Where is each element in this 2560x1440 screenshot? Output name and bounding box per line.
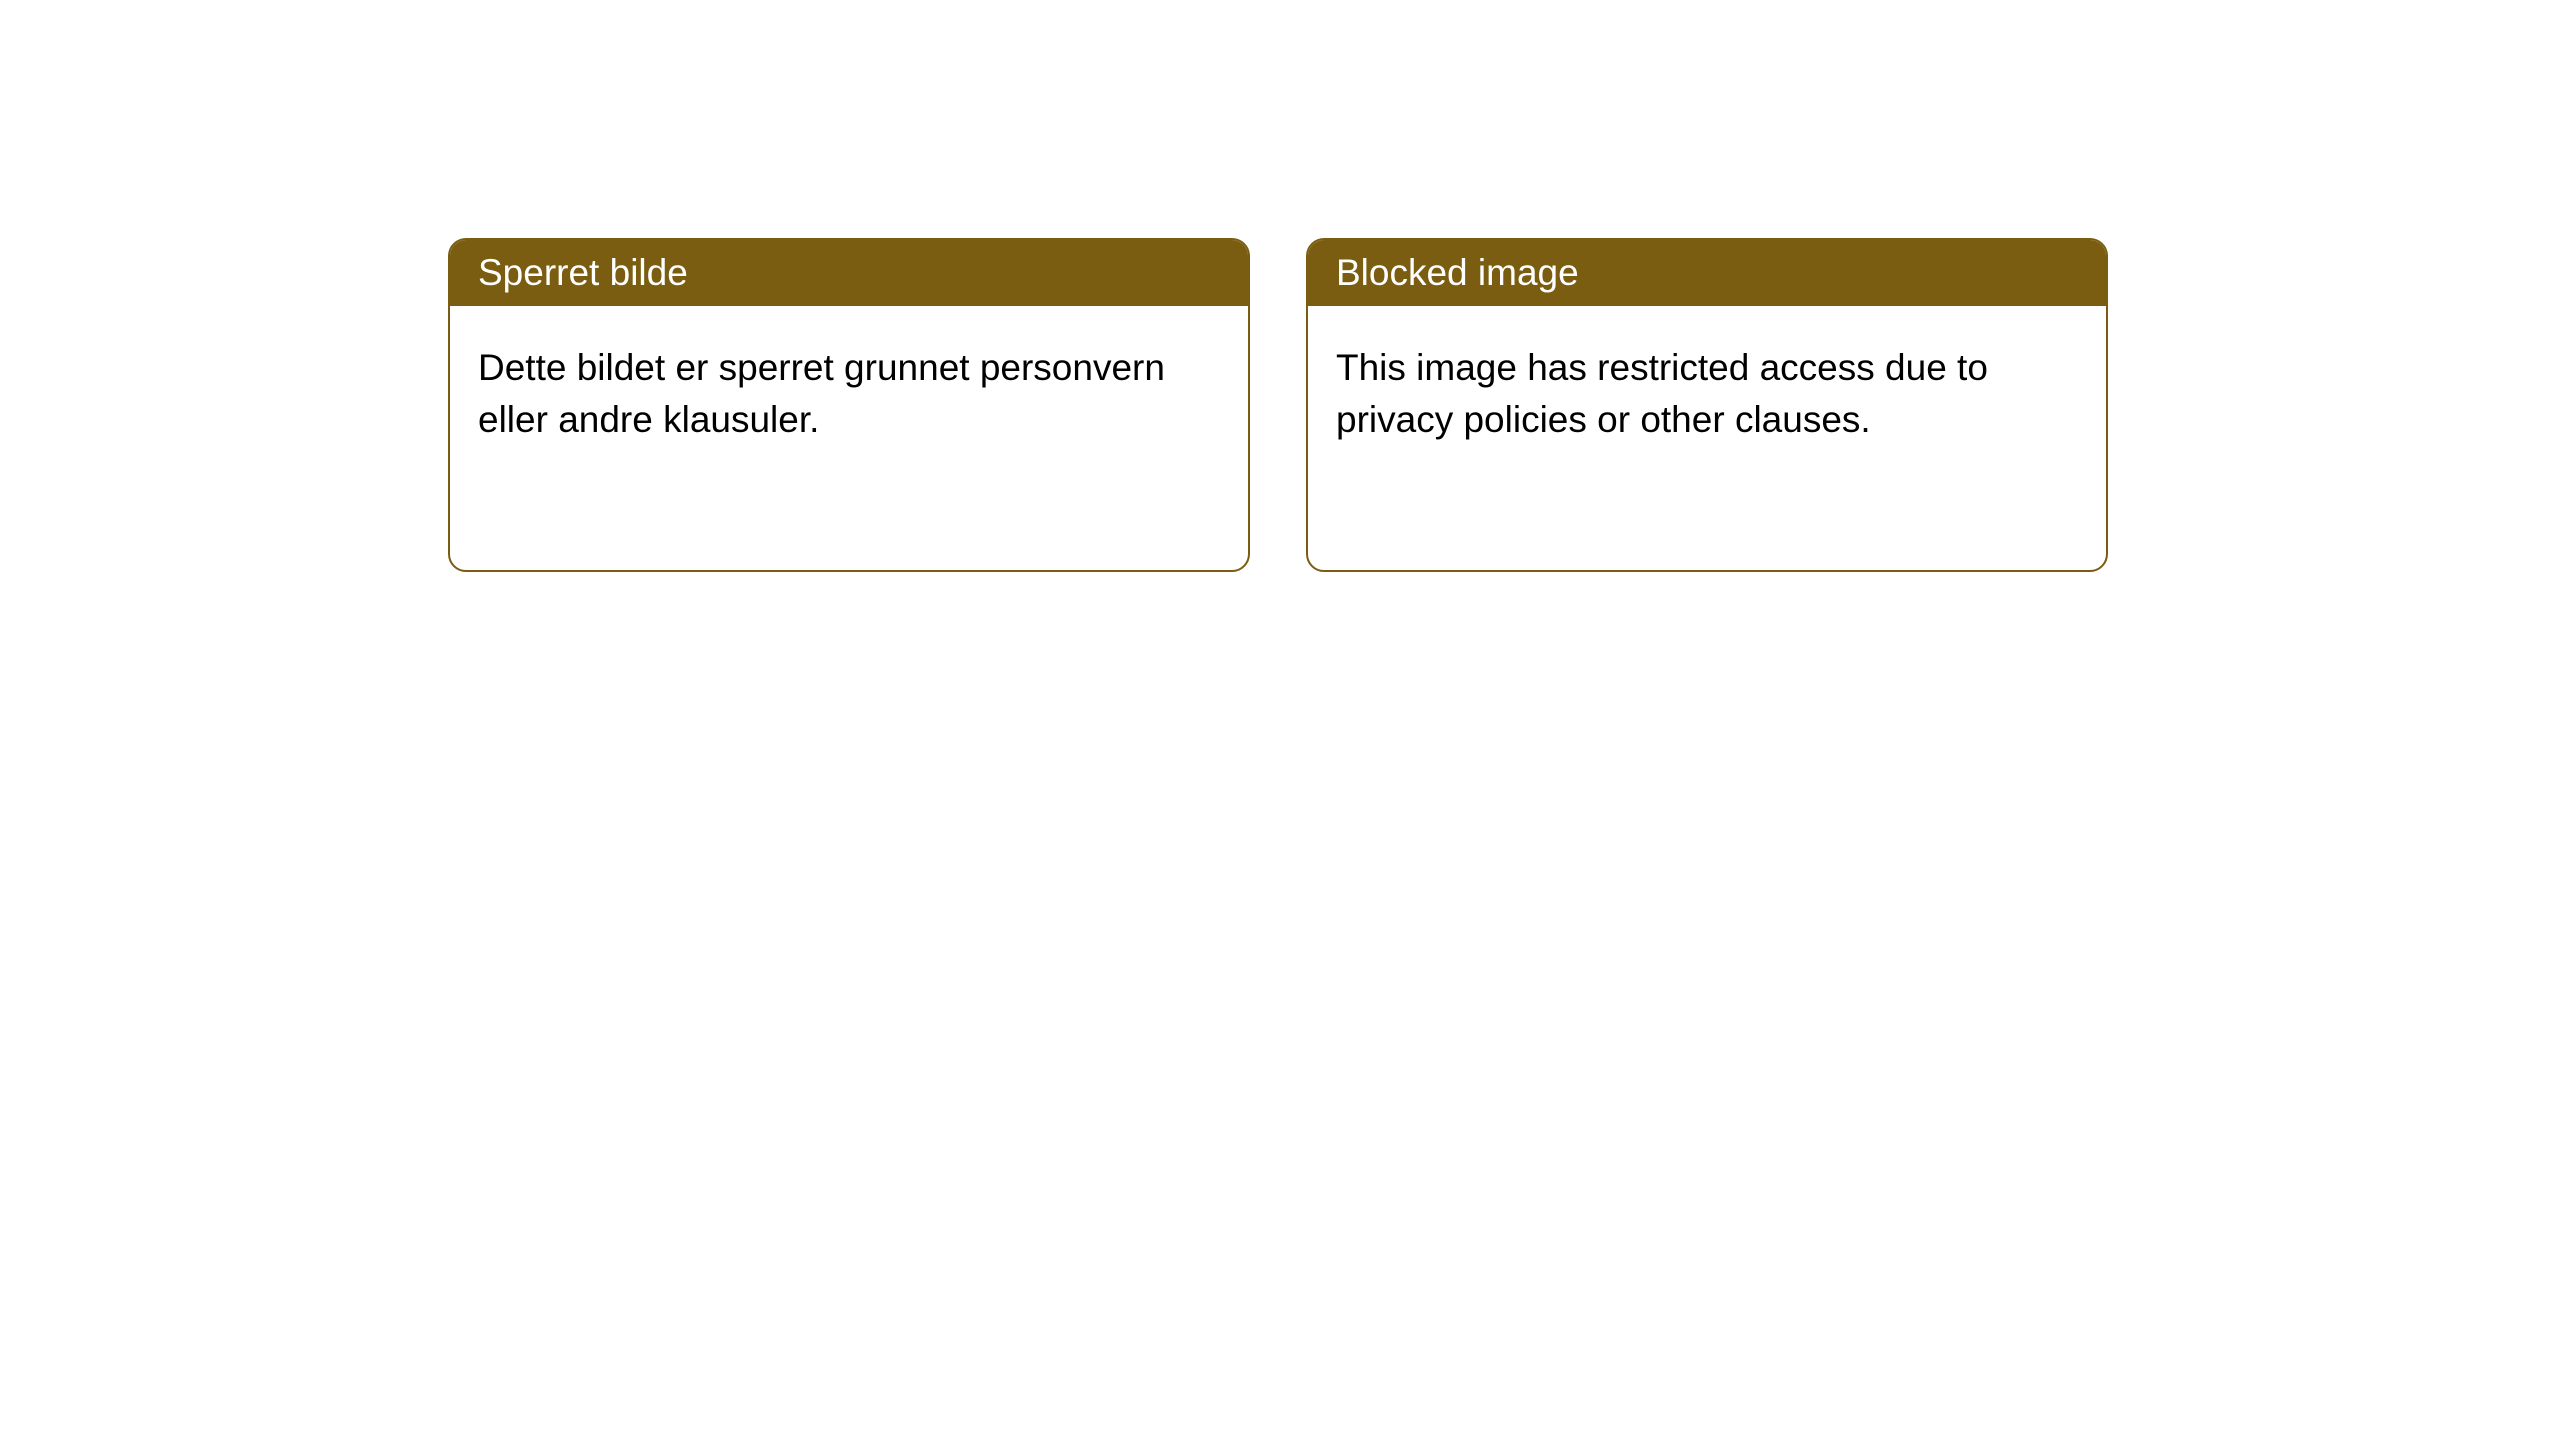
notice-card-english: Blocked image This image has restricted …	[1306, 238, 2108, 572]
notice-header: Blocked image	[1308, 240, 2106, 306]
notice-body: This image has restricted access due to …	[1308, 306, 2106, 482]
notice-header: Sperret bilde	[450, 240, 1248, 306]
notice-body-text: This image has restricted access due to …	[1336, 347, 1988, 440]
notice-container: Sperret bilde Dette bildet er sperret gr…	[0, 0, 2560, 572]
notice-card-norwegian: Sperret bilde Dette bildet er sperret gr…	[448, 238, 1250, 572]
notice-title: Blocked image	[1336, 252, 1579, 293]
notice-body-text: Dette bildet er sperret grunnet personve…	[478, 347, 1165, 440]
notice-body: Dette bildet er sperret grunnet personve…	[450, 306, 1248, 482]
notice-title: Sperret bilde	[478, 252, 688, 293]
